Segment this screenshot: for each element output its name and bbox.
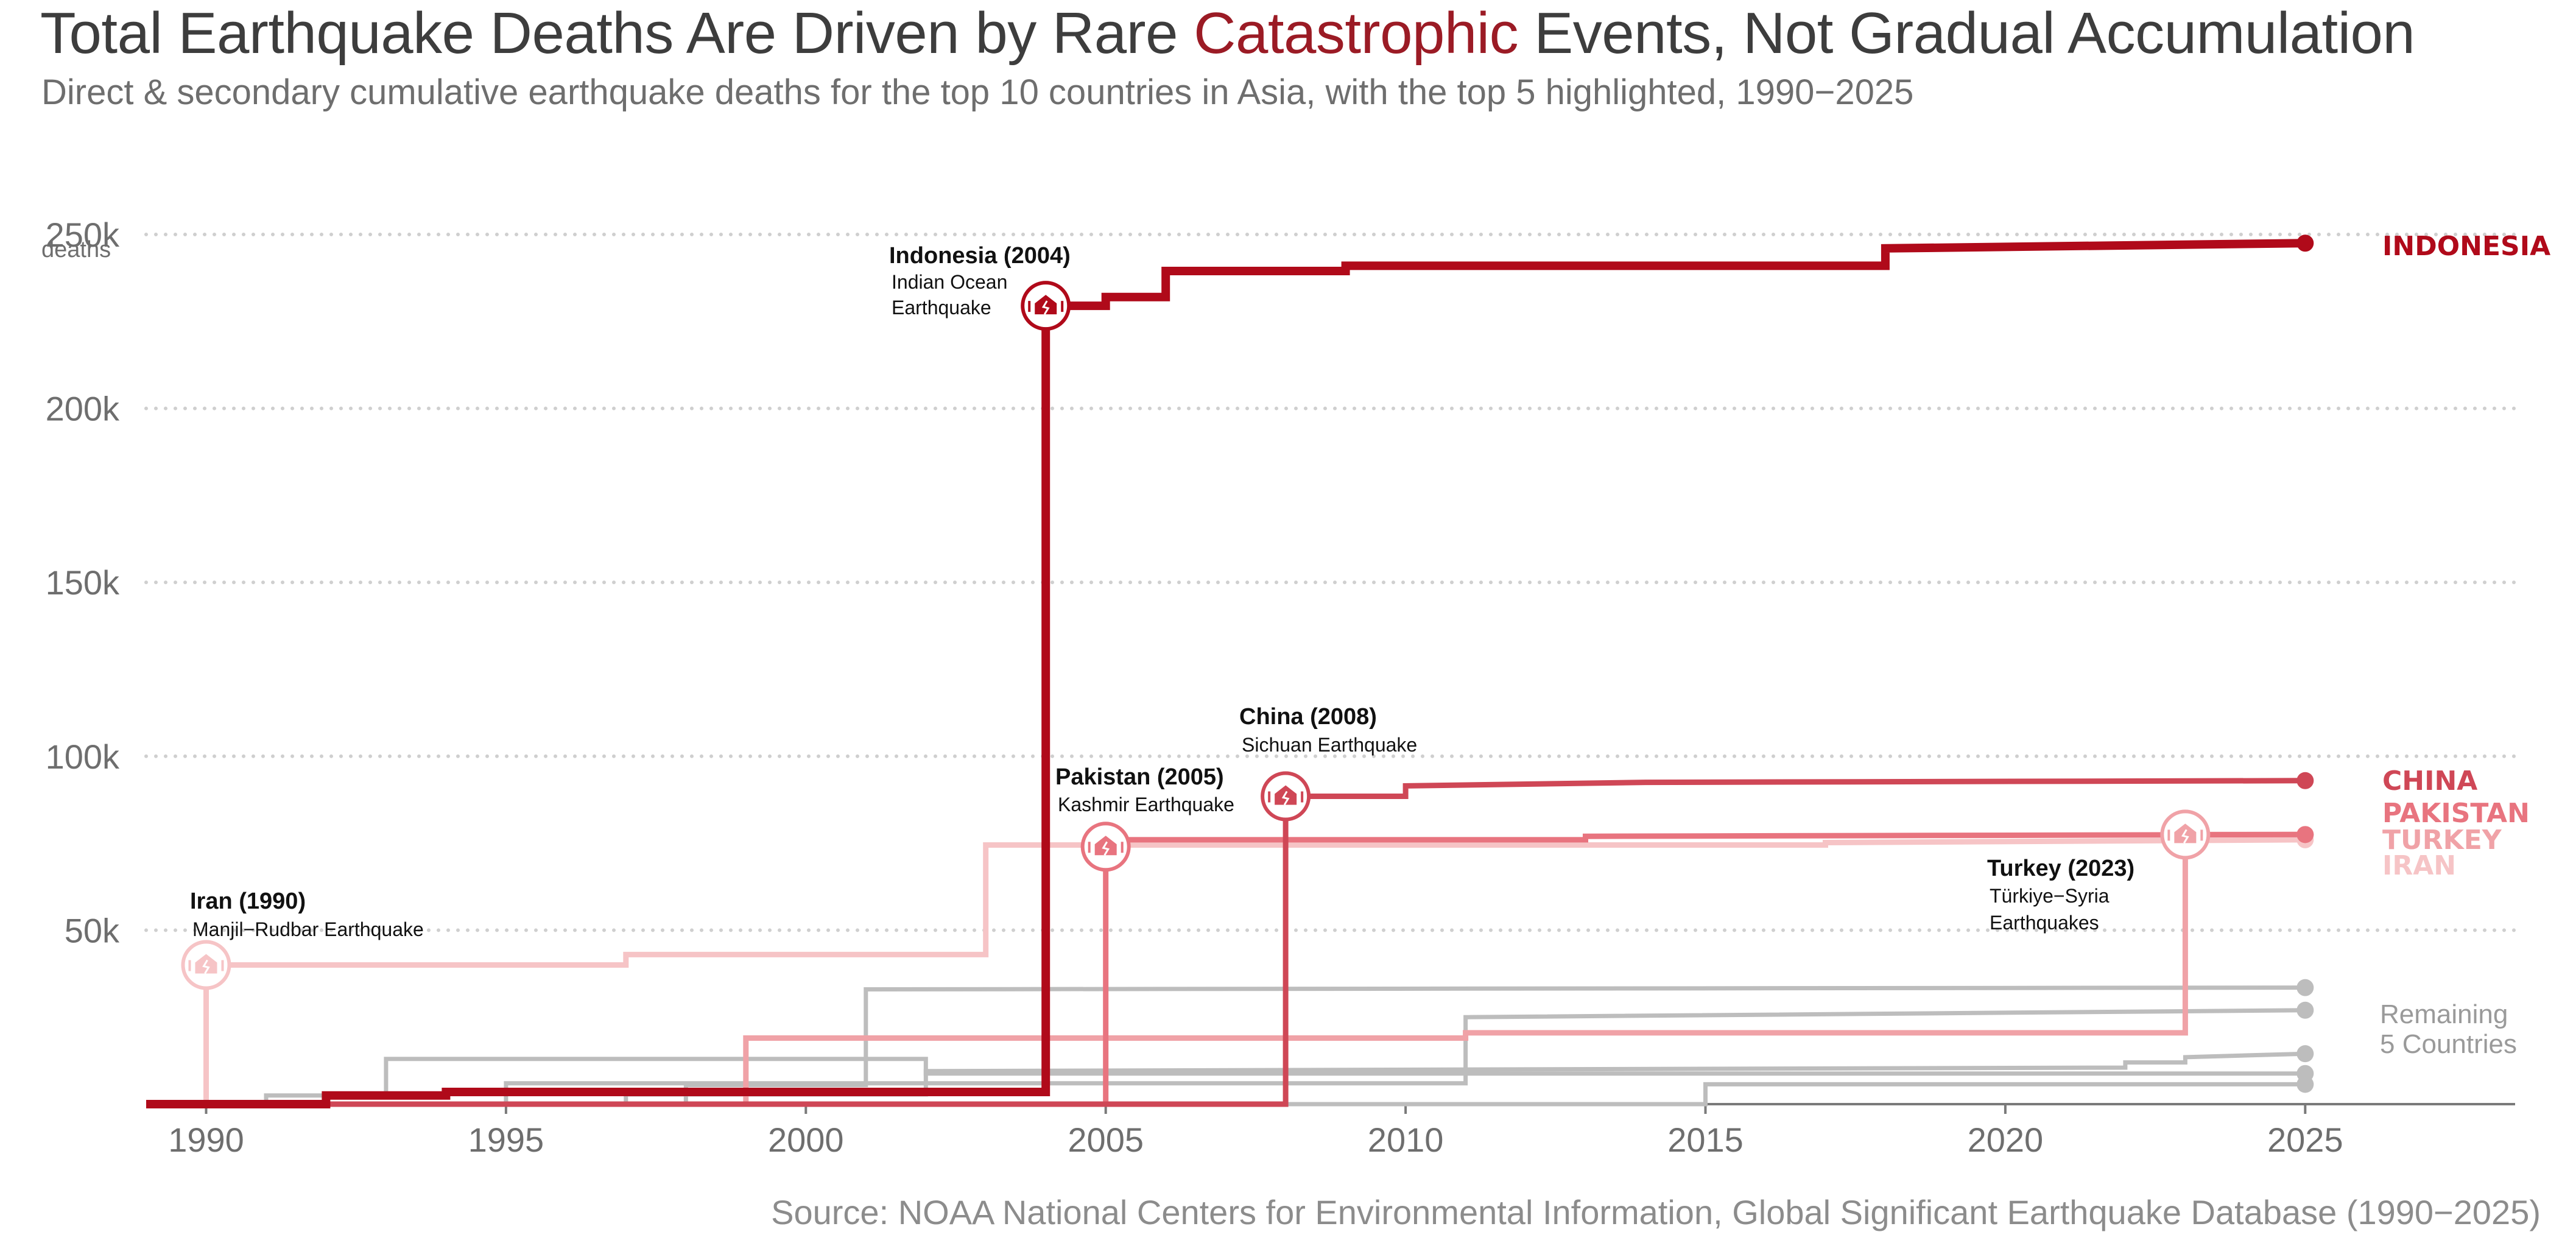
chart-title: Total Earthquake Deaths Are Driven by Ra… bbox=[40, 0, 2415, 67]
end-label-indonesia: INDONESIA bbox=[2382, 231, 2550, 262]
series-endpoint-other2 bbox=[2296, 1065, 2314, 1082]
annotation-title: Pakistan (2005) bbox=[1055, 764, 1224, 790]
earthquake-icon bbox=[2160, 809, 2211, 860]
annotation-title: Indonesia (2004) bbox=[889, 243, 1071, 269]
series-line-china bbox=[146, 778, 2306, 1107]
series-endpoints bbox=[2296, 234, 2314, 1093]
annotation-china: China (2008) Sichuan Earthquake bbox=[1239, 704, 1417, 756]
y-tick-label: 150k bbox=[46, 563, 120, 602]
annotation-text: Türkiye−Syria bbox=[1990, 885, 2110, 907]
shake-lines bbox=[1268, 791, 1304, 803]
shake-lines bbox=[1088, 842, 1124, 853]
y-tick-label: 100k bbox=[46, 738, 120, 776]
title-part-1: Total Earthquake Deaths Are Driven by Ra… bbox=[40, 1, 1194, 66]
crack-shape bbox=[2181, 829, 2189, 844]
end-label-turkey: TURKEY bbox=[2382, 825, 2502, 856]
x-tick-label: 2015 bbox=[1667, 1121, 1744, 1159]
series-line-pakistan bbox=[146, 831, 2306, 1107]
annotation-pakistan: Pakistan (2005) Kashmir Earthquake bbox=[1055, 764, 1234, 815]
remaining-label: 5 Countries bbox=[2380, 1029, 2517, 1059]
series-line-other3 bbox=[146, 1051, 2306, 1107]
series-endpoint-other3 bbox=[2296, 1045, 2314, 1063]
remaining-label: Remaining bbox=[2380, 999, 2508, 1029]
annotation-text: Earthquake bbox=[892, 297, 991, 319]
crack-shape bbox=[1041, 300, 1050, 315]
source-note: Source: NOAA National Centers for Enviro… bbox=[771, 1193, 2541, 1231]
series-endpoint-other4 bbox=[2296, 1001, 2314, 1019]
series-line-iran bbox=[146, 837, 2306, 1107]
annotation-text: Sichuan Earthquake bbox=[1242, 734, 1417, 756]
shake-lines bbox=[188, 960, 224, 971]
shake-lines bbox=[1028, 301, 1064, 312]
annotation-text: Indian Ocean bbox=[892, 271, 1007, 293]
crack-shape bbox=[1281, 791, 1290, 806]
end-label-china: CHINA bbox=[2382, 766, 2477, 797]
series-endpoint-indonesia bbox=[2296, 234, 2314, 252]
x-tick-label: 2000 bbox=[768, 1121, 844, 1159]
series-endpoint-china bbox=[2296, 772, 2314, 789]
end-label-pakistan: PAKISTAN bbox=[2382, 798, 2530, 829]
x-tick-label: 2010 bbox=[1368, 1121, 1444, 1159]
crack-shape bbox=[1102, 841, 1110, 856]
annotation-text: Earthquakes bbox=[1990, 912, 2099, 934]
earthquake-icon bbox=[1080, 822, 1131, 872]
earthquake-icon bbox=[1261, 771, 1311, 822]
title-accent: Catastrophic bbox=[1194, 1, 1519, 66]
title-part-2: Events, Not Gradual Accumulation bbox=[1518, 1, 2415, 66]
earthquake-icon bbox=[181, 940, 231, 990]
series-line-indonesia bbox=[146, 239, 2306, 1108]
annotation-title: Turkey (2023) bbox=[1987, 856, 2134, 881]
x-axis: 1990 1995 2000 2005 2010 2015 2020 2025 bbox=[146, 1103, 2515, 1159]
series-lines bbox=[146, 239, 2306, 1108]
annotation-title: Iran (1990) bbox=[190, 889, 306, 914]
x-tick-label: 2005 bbox=[1068, 1121, 1144, 1159]
annotation-iran: Iran (1990) Manjil−Rudbar Earthquake bbox=[190, 889, 424, 940]
x-tick-label: 2025 bbox=[2267, 1121, 2343, 1159]
y-tick-label: 250k bbox=[46, 216, 120, 254]
y-unit-label: deaths bbox=[41, 237, 111, 262]
y-tick-label: 50k bbox=[65, 911, 120, 949]
series-endpoint-pakistan bbox=[2296, 826, 2314, 843]
annotation-text: Manjil−Rudbar Earthquake bbox=[192, 918, 424, 940]
annotation-indonesia: Indonesia (2004)Indian Ocean Earthquake bbox=[889, 243, 1071, 319]
earthquake-icon bbox=[1021, 281, 1071, 331]
chart-subtitle: Direct & secondary cumulative earthquake… bbox=[41, 72, 1914, 112]
gridlines bbox=[144, 233, 2517, 932]
series-line-other1 bbox=[146, 985, 2306, 1107]
series-line-turkey bbox=[146, 831, 2306, 1107]
annotation-turkey: Turkey (2023) Türkiye−Syria Earthquakes bbox=[1987, 856, 2134, 934]
crack-shape bbox=[202, 959, 210, 974]
shake-lines bbox=[2167, 829, 2203, 841]
annotations: Iran (1990) Manjil−Rudbar Earthquake Indon… bbox=[190, 243, 2134, 940]
x-tick-label: 2020 bbox=[1968, 1121, 2044, 1159]
event-markers bbox=[181, 281, 2211, 990]
x-tick-label: 1990 bbox=[168, 1121, 244, 1159]
annotation-title: China (2008) bbox=[1239, 704, 1377, 730]
y-tick-label: 200k bbox=[46, 390, 120, 428]
x-tick-label: 1995 bbox=[468, 1121, 544, 1159]
end-label-iran: IRAN bbox=[2382, 850, 2456, 881]
series-endpoint-other1 bbox=[2296, 979, 2314, 996]
annotation-text: Kashmir Earthquake bbox=[1058, 794, 1234, 815]
